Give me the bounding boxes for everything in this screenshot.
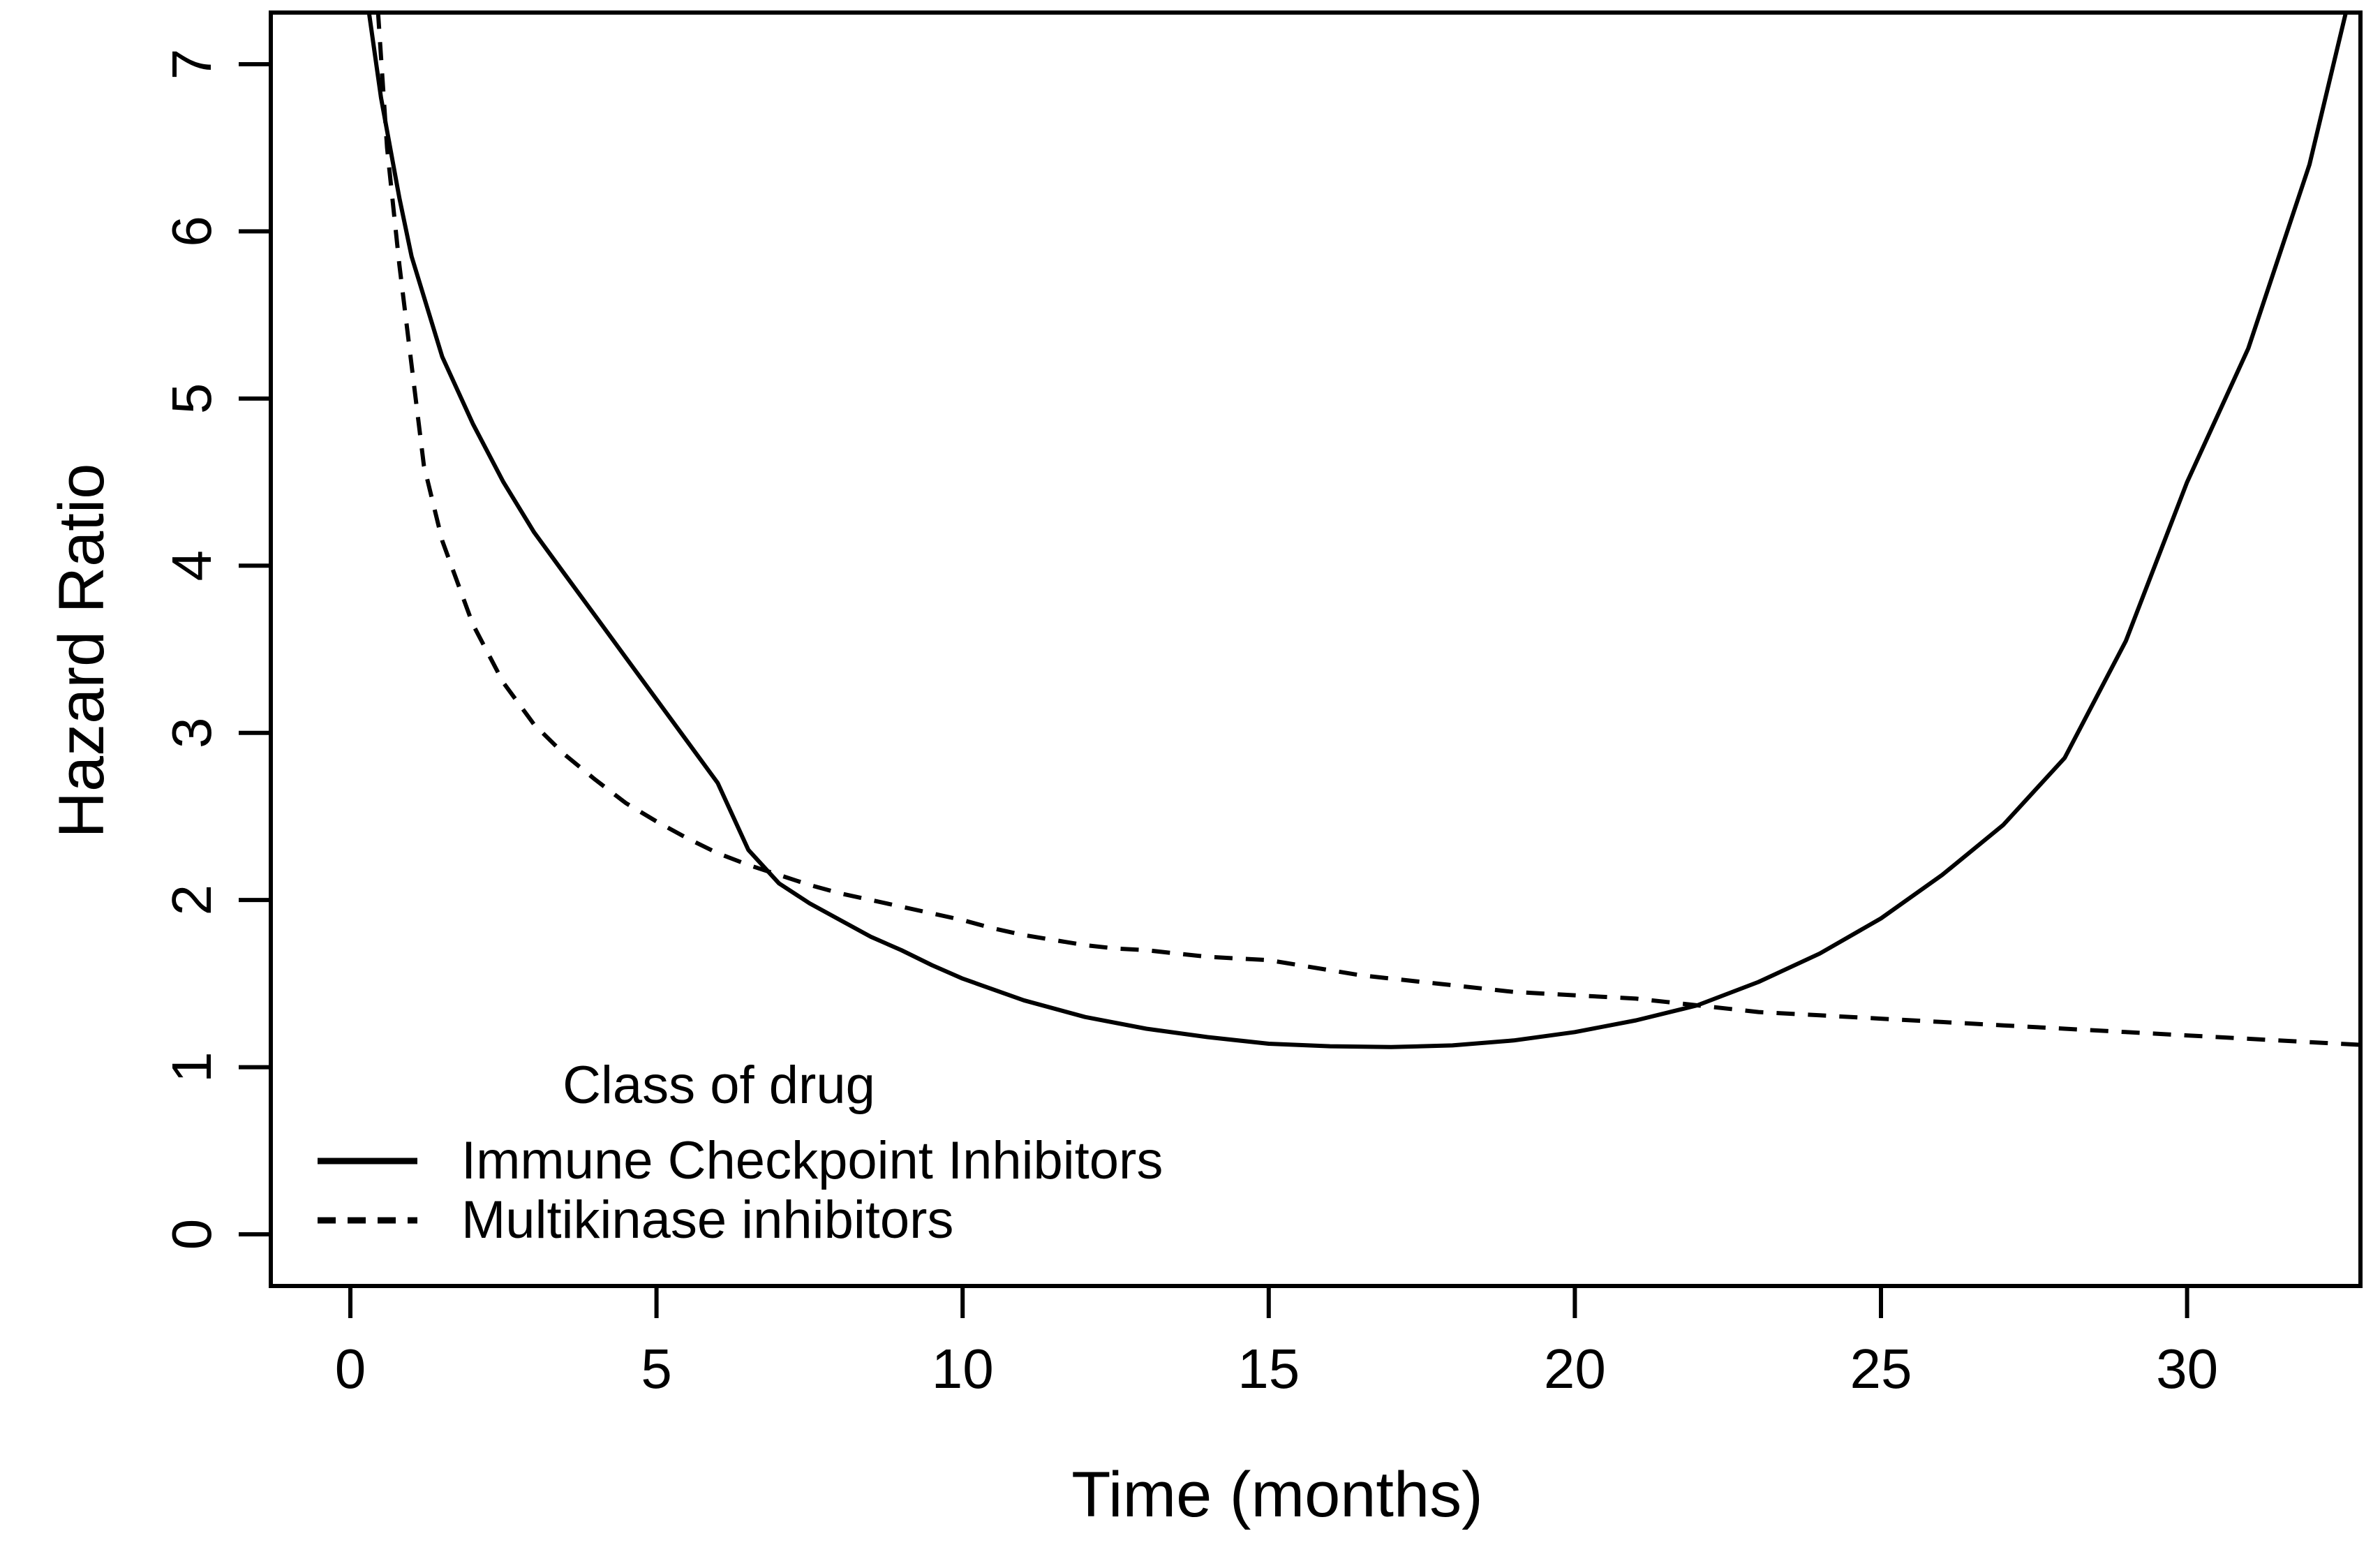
curve-immune-checkpoint-inhibitors <box>366 13 2349 1049</box>
legend-title: Class of drug <box>563 1056 875 1115</box>
y-tick-label-1: 1 <box>161 1051 223 1083</box>
y-tick-label-7: 7 <box>161 49 223 80</box>
x-tick-label-30: 30 <box>2156 1338 2218 1400</box>
x-tick-label-5: 5 <box>641 1338 672 1400</box>
y-axis-tick-labels: 0 1 2 3 4 5 6 7 <box>161 49 223 1250</box>
y-axis-label: Hazard Ratio <box>46 464 117 838</box>
x-tick-label-20: 20 <box>1544 1338 1606 1400</box>
x-axis-ticks <box>348 1286 2189 1318</box>
legend: Class of drug Immune Checkpoint Inhibito… <box>318 1056 1163 1250</box>
y-tick-label-5: 5 <box>161 383 223 415</box>
y-tick-label-3: 3 <box>161 717 223 748</box>
legend-label-multikinase-inhibitors: Multikinase inhibitors <box>461 1190 953 1250</box>
y-tick-label-6: 6 <box>161 216 223 247</box>
x-tick-label-10: 10 <box>932 1338 994 1400</box>
plot-box <box>269 10 2363 1288</box>
x-tick-label-0: 0 <box>335 1338 366 1400</box>
x-axis-tick-labels: 0 5 10 15 20 25 30 <box>335 1338 2218 1400</box>
legend-label-immune-checkpoint-inhibitors: Immune Checkpoint Inhibitors <box>461 1131 1163 1190</box>
y-tick-label-4: 4 <box>161 550 223 582</box>
x-axis-label: Time (months) <box>1071 1459 1483 1530</box>
y-axis-ticks <box>239 61 271 1236</box>
y-tick-label-0: 0 <box>161 1219 223 1250</box>
y-tick-label-2: 2 <box>161 885 223 916</box>
x-tick-label-15: 15 <box>1237 1338 1300 1400</box>
curve-multikinase-inhibitors <box>375 13 2360 1047</box>
data-curves <box>366 13 2360 1049</box>
x-tick-label-25: 25 <box>1850 1338 1912 1400</box>
